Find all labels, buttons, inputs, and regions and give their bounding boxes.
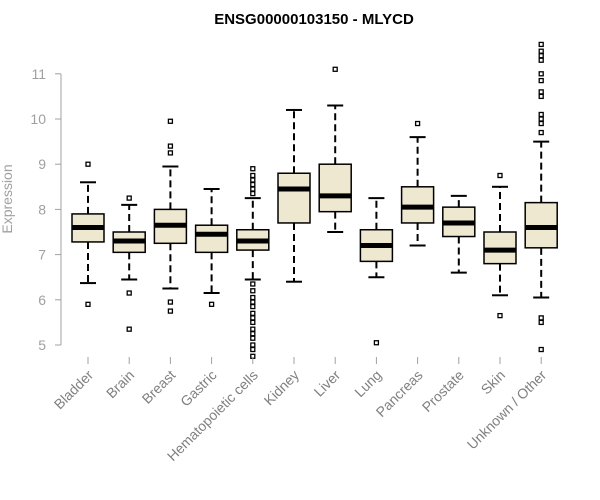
outlier-point: [414, 120, 421, 127]
outlier-point: [538, 41, 544, 48]
outlier-point: [250, 342, 256, 348]
y-tick-label: 9: [38, 156, 46, 172]
outlier-point: [250, 177, 256, 183]
y-tick-label: 11: [31, 66, 46, 82]
x-tick-label: Bladder: [51, 367, 97, 413]
box-1: [71, 161, 105, 307]
box-iqr: [318, 163, 352, 213]
outlier-point: [538, 71, 544, 77]
outlier-point: [373, 340, 380, 346]
outlier-point: [250, 331, 256, 337]
outlier-point: [250, 319, 256, 326]
outlier-point: [250, 303, 256, 310]
outlier-point: [85, 301, 91, 307]
outlier-point: [167, 308, 174, 314]
box-6: [277, 108, 311, 283]
outlier-point: [250, 186, 256, 192]
outlier-point: [250, 299, 256, 305]
y-axis-label: Expression: [0, 164, 15, 233]
x-tick-label: Breast: [139, 367, 179, 407]
box-series: [71, 41, 558, 359]
box-10: [442, 194, 476, 274]
y-tick-label: 6: [38, 292, 46, 308]
outlier-point: [497, 312, 503, 319]
outlier-point: [167, 150, 174, 156]
outlier-point: [250, 310, 256, 317]
box-7: [318, 66, 352, 233]
outlier-point: [208, 301, 215, 307]
outlier-point: [250, 190, 256, 197]
y-tick-label: 7: [38, 247, 46, 263]
outlier-point: [538, 111, 544, 118]
outlier-point: [538, 315, 544, 321]
outlier-point: [250, 288, 256, 294]
box-9: [400, 120, 435, 247]
y-tick-label: 8: [38, 201, 46, 217]
x-tick-label: Prostate: [419, 367, 467, 415]
outlier-point: [85, 161, 91, 167]
outlier-point: [126, 195, 132, 201]
outlier-point: [538, 53, 544, 59]
outlier-point: [126, 326, 132, 332]
box-8: [359, 197, 394, 346]
y-tick-label: 5: [38, 337, 46, 353]
box-iqr: [277, 172, 311, 224]
outlier-point: [250, 281, 256, 287]
outlier-point: [250, 326, 256, 332]
chart-title: ENSG00000103150 - MLYCD: [214, 11, 414, 28]
outlier-point: [250, 315, 256, 321]
outlier-point: [126, 290, 132, 296]
outlier-point: [497, 172, 503, 179]
x-tick-label: Kidney: [261, 367, 303, 409]
outlier-point: [538, 120, 544, 127]
box-4: [194, 188, 229, 307]
outlier-point: [538, 93, 544, 100]
y-tick-label: 10: [30, 111, 46, 127]
outlier-point: [332, 66, 338, 72]
x-tick-label: Skin: [478, 367, 509, 398]
outlier-point: [538, 57, 544, 63]
outlier-point: [250, 172, 256, 179]
x-tick-label: Liver: [311, 367, 344, 400]
outlier-point: [538, 129, 544, 136]
outlier-point: [538, 116, 544, 122]
outlier-point: [250, 294, 256, 301]
x-tick-label: Brain: [103, 367, 137, 401]
outlier-point: [538, 89, 544, 95]
outlier-point: [250, 335, 256, 341]
box-iqr: [194, 224, 229, 254]
outlier-point: [538, 319, 544, 326]
box-12: [524, 41, 558, 353]
x-tick-label: Lung: [351, 367, 384, 400]
outlier-point: [167, 118, 174, 124]
outlier-point: [538, 48, 544, 54]
y-axis-ticks: 5 6 7 8 9 10 11: [30, 66, 61, 353]
outlier-point: [167, 143, 174, 149]
box-5: [236, 166, 270, 359]
outlier-point: [250, 346, 256, 353]
box-2: [112, 195, 146, 332]
outlier-point: [538, 77, 544, 84]
outlier-point: [538, 346, 544, 353]
box-11: [483, 172, 517, 319]
outlier-point: [250, 166, 256, 172]
box-3: [153, 118, 188, 314]
outlier-point: [250, 181, 256, 188]
outlier-point: [167, 299, 174, 305]
